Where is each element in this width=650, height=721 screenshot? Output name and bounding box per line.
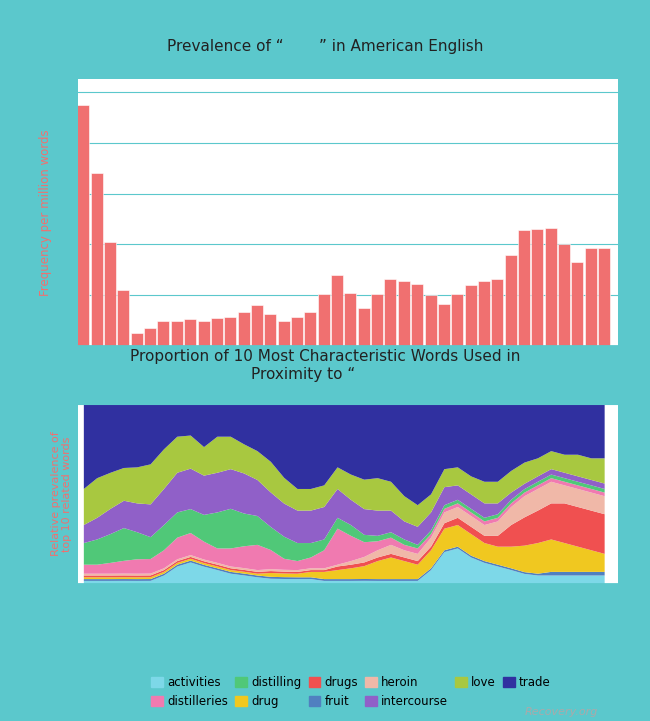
Bar (144, 328, 156, 346)
Bar (131, 333, 143, 346)
Bar (545, 228, 557, 346)
Text: Illicit: Illicit (356, 368, 391, 382)
Text: Recovery.org: Recovery.org (525, 707, 598, 717)
Bar (278, 321, 290, 346)
Bar (344, 293, 356, 346)
Bar (318, 294, 330, 346)
Bar (304, 311, 317, 346)
Bar (571, 262, 584, 346)
Bar (411, 284, 423, 346)
Bar (251, 306, 263, 346)
Y-axis label: Relative prevalence of
top 10 related words: Relative prevalence of top 10 related wo… (51, 431, 72, 557)
Bar (331, 275, 343, 346)
Bar (77, 105, 89, 346)
Bar (598, 248, 610, 346)
Text: Prevalence of “: Prevalence of “ (166, 40, 283, 54)
Bar (558, 244, 570, 346)
Text: Proximity to “: Proximity to “ (251, 368, 356, 382)
Bar (211, 318, 223, 346)
Bar (157, 321, 170, 346)
Bar (371, 294, 383, 346)
Bar (291, 317, 303, 346)
Legend: activities, distilleries, distilling, drug, drugs, fruit, heroin, intercourse, l: activities, distilleries, distilling, dr… (151, 676, 551, 708)
Bar (238, 311, 250, 346)
Bar (518, 231, 530, 346)
Bar (198, 321, 209, 346)
Y-axis label: Frequency per million words: Frequency per million words (39, 129, 52, 296)
Text: ”: ” (391, 368, 399, 382)
Bar (451, 294, 463, 346)
Bar (265, 314, 276, 346)
Text: Illicit: Illicit (283, 40, 319, 54)
Bar (184, 319, 196, 346)
Bar (531, 229, 543, 346)
Text: Proportion of 10 Most Characteristic Words Used in: Proportion of 10 Most Characteristic Wor… (130, 350, 520, 364)
Text: ” in American English: ” in American English (319, 40, 484, 54)
Bar (491, 279, 503, 346)
Bar (224, 317, 236, 346)
Bar (585, 248, 597, 346)
Bar (478, 281, 490, 346)
Bar (91, 173, 103, 346)
Bar (504, 255, 517, 346)
Bar (384, 279, 396, 346)
Bar (438, 304, 450, 346)
Bar (118, 290, 129, 346)
Bar (424, 296, 437, 346)
Bar (465, 285, 476, 346)
Bar (358, 308, 370, 346)
Bar (171, 321, 183, 346)
Bar (104, 242, 116, 346)
Bar (398, 281, 410, 346)
